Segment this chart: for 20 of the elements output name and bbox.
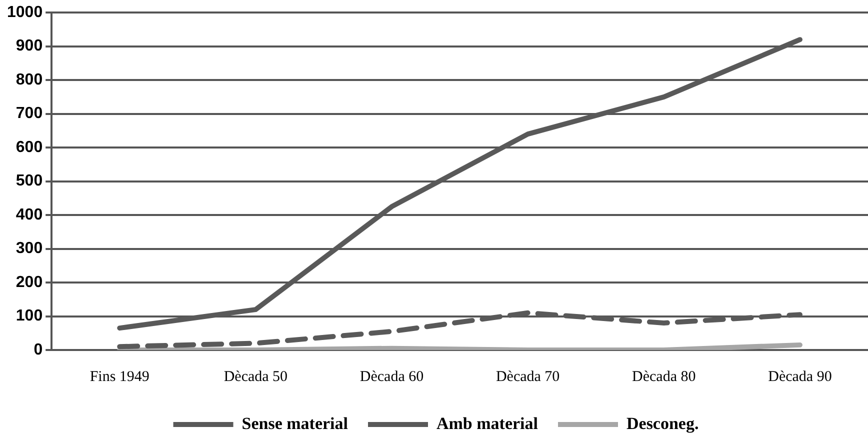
- x-tick-label: Dècada 50: [224, 368, 288, 385]
- y-tick-label: 1000: [7, 4, 43, 22]
- y-tick-label: 100: [16, 308, 43, 325]
- legend-label: Desconeg.: [626, 414, 699, 433]
- y-tick-label: 900: [16, 38, 43, 55]
- x-tick-label: Fins 1949: [90, 368, 150, 385]
- y-tick-label: 700: [16, 105, 43, 122]
- x-tick-label: Dècada 90: [768, 368, 832, 385]
- y-tick-label: 500: [16, 172, 43, 190]
- y-tick-label: 800: [16, 71, 43, 88]
- y-tick-label: 600: [16, 138, 43, 156]
- x-tick-label: Dècada 60: [360, 368, 424, 385]
- x-tick-label: Dècada 80: [632, 368, 696, 385]
- legend-label: Sense material: [242, 414, 348, 433]
- legend-label: Amb material: [436, 414, 538, 433]
- y-tick-label: 0: [34, 341, 43, 358]
- y-tick-label: 200: [16, 274, 43, 291]
- y-tick-label: 400: [16, 206, 43, 224]
- x-tick-label: Dècada 70: [496, 368, 560, 385]
- y-tick-label: 300: [16, 240, 43, 258]
